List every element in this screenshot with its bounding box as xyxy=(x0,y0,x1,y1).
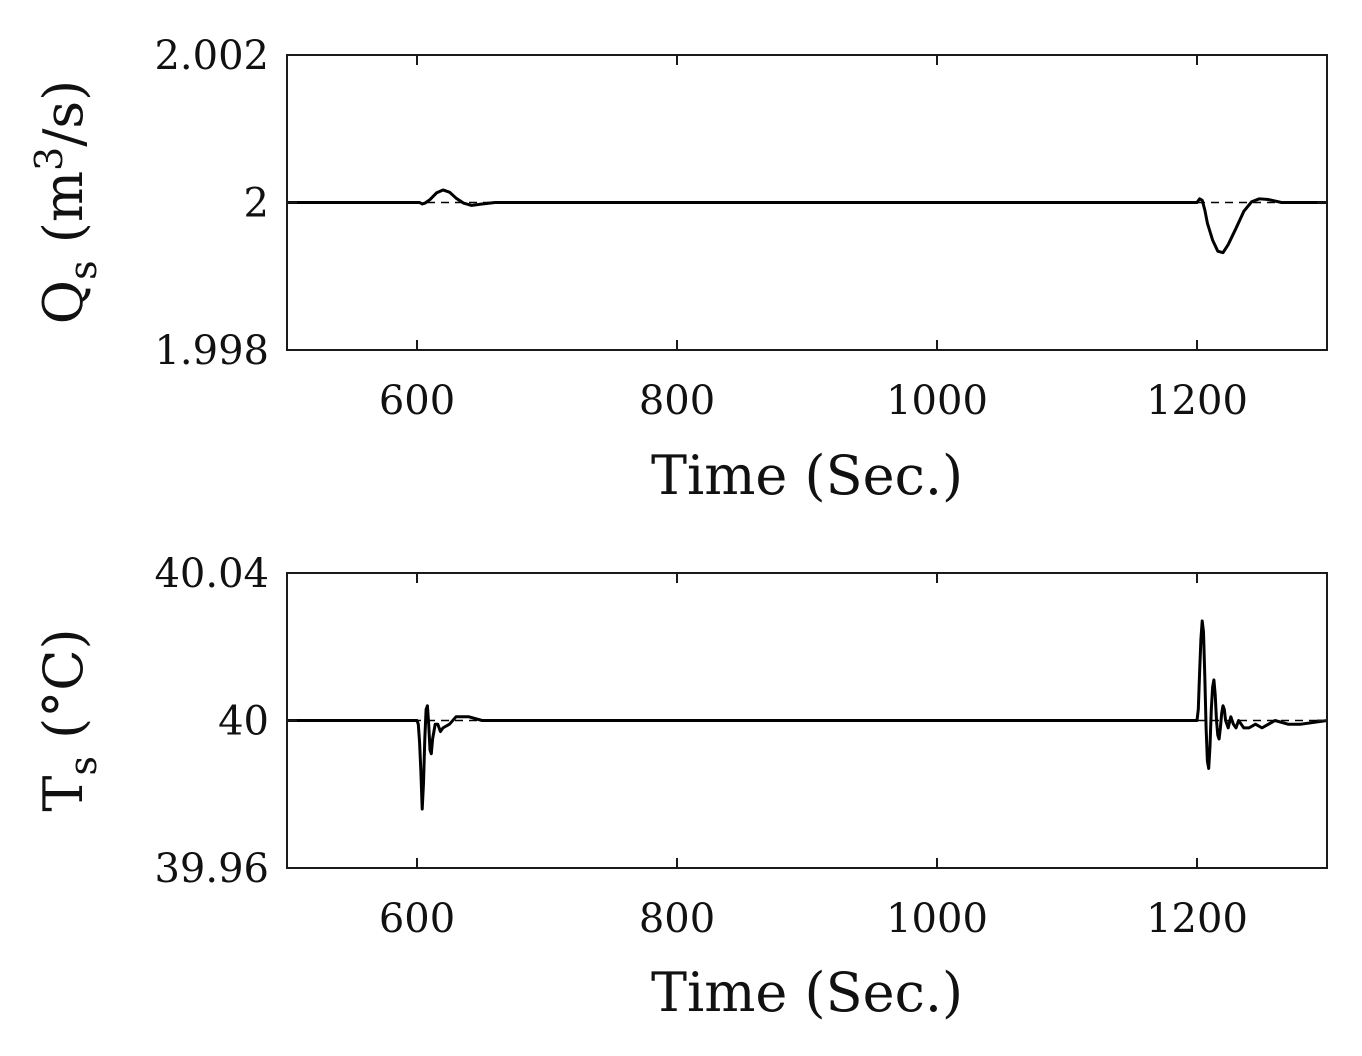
y-axis-label: Ts (°C) xyxy=(32,628,105,811)
y-tick-label: 40.04 xyxy=(154,551,269,597)
y-axis-label-unit: (°C) xyxy=(32,628,95,756)
y-axis-label-subscript: s xyxy=(61,260,105,280)
y-axis-label-symbol: Q xyxy=(32,280,95,324)
x-tick-label: 600 xyxy=(379,378,455,424)
y-axis-label-unit: (m xyxy=(32,171,95,260)
x-tick-label: 800 xyxy=(639,896,715,942)
x-tick-label: 1000 xyxy=(886,896,988,942)
y-axis-label: Qs (m3/s) xyxy=(27,80,105,324)
y-tick-label: 1.998 xyxy=(154,328,269,374)
y-tick-label: 40 xyxy=(218,699,269,745)
y-axis-label-superscript: 3 xyxy=(27,147,71,171)
y-tick-label: 39.96 xyxy=(154,846,269,892)
x-axis-label: Time (Sec.) xyxy=(651,444,963,507)
y-axis-label-subscript: s xyxy=(61,756,105,776)
y-axis-label-unit-end: /s) xyxy=(32,80,95,147)
x-tick-label: 1000 xyxy=(886,378,988,424)
y-tick-label: 2 xyxy=(244,181,269,227)
response-line-0 xyxy=(287,188,1327,255)
flow-rate-panel: 600 800 1000 1200 1.998 2 2.002 Time (Sec.) Qs (… xyxy=(27,33,1328,507)
x-tick-label: 1200 xyxy=(1146,378,1248,424)
y-axis-label-symbol: T xyxy=(32,776,95,812)
x-tick-label: 1200 xyxy=(1146,896,1248,942)
response-line-1 xyxy=(287,619,1328,811)
y-tick-label: 2.002 xyxy=(154,33,269,79)
x-tick-label: 800 xyxy=(639,378,715,424)
x-tick-label: 600 xyxy=(379,896,455,942)
temperature-panel: 600 800 1000 1200 39.96 40 40.04 Time (Sec.) Ts … xyxy=(32,551,1328,1024)
x-axis-label: Time (Sec.) xyxy=(651,961,963,1024)
